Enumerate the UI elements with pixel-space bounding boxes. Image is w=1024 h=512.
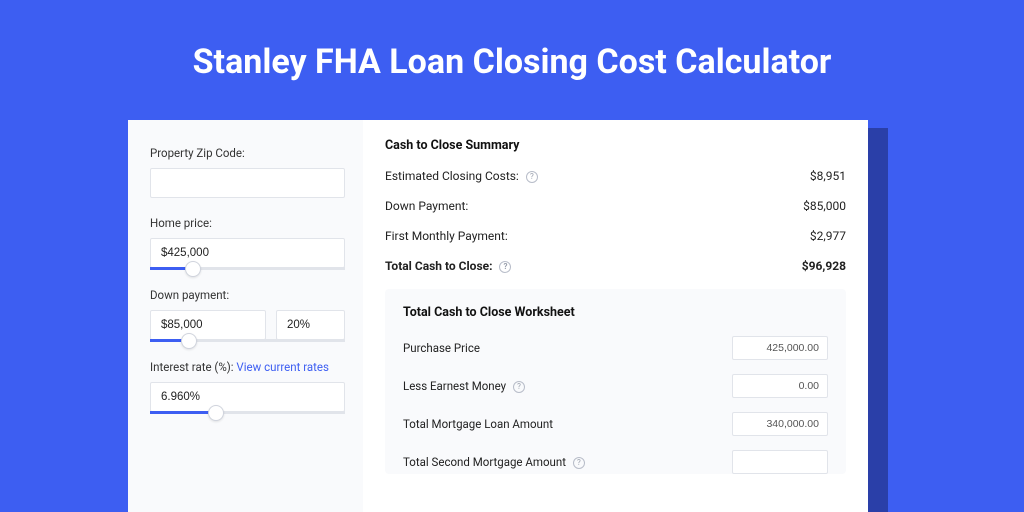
summary-label: Down Payment: (385, 199, 468, 213)
view-rates-link[interactable]: View current rates (236, 360, 329, 374)
zip-group: Property Zip Code: (150, 146, 345, 198)
worksheet-label: Total Second Mortgage Amount (403, 455, 566, 469)
summary-value: $85,000 (803, 199, 846, 213)
help-icon[interactable]: ? (513, 381, 525, 393)
home-price-slider-thumb[interactable] (185, 261, 201, 277)
worksheet-input[interactable] (732, 450, 828, 474)
summary-row: Down Payment: $85,000 (385, 199, 846, 213)
worksheet-row: Less Earnest Money ? (403, 374, 828, 398)
down-payment-slider-thumb[interactable] (181, 333, 197, 349)
summary-value: $96,928 (802, 259, 846, 273)
summary-value: $2,977 (810, 229, 846, 243)
worksheet-label: Purchase Price (403, 341, 480, 355)
interest-input[interactable] (150, 382, 345, 412)
page-title: Stanley FHA Loan Closing Cost Calculator (0, 0, 1024, 110)
worksheet-label: Total Mortgage Loan Amount (403, 417, 553, 431)
worksheet-row: Purchase Price (403, 336, 828, 360)
main-panel: Cash to Close Summary Estimated Closing … (363, 120, 868, 512)
home-price-label: Home price: (150, 216, 345, 230)
inputs-sidebar: Property Zip Code: Home price: Down paym… (128, 120, 363, 512)
home-price-slider[interactable] (150, 267, 345, 270)
summary-label: First Monthly Payment: (385, 229, 508, 243)
help-icon[interactable]: ? (526, 171, 538, 183)
calculator-card: Property Zip Code: Home price: Down paym… (128, 120, 868, 512)
down-payment-slider[interactable] (150, 339, 345, 342)
interest-label: Interest rate (%): View current rates (150, 360, 345, 374)
interest-slider-fill (150, 411, 216, 414)
help-icon[interactable]: ? (499, 261, 511, 273)
down-payment-group: Down payment: (150, 288, 345, 342)
zip-label: Property Zip Code: (150, 146, 345, 160)
down-payment-input[interactable] (150, 310, 266, 340)
summary-row: Estimated Closing Costs: ? $8,951 (385, 169, 846, 183)
worksheet-input[interactable] (732, 374, 828, 398)
interest-slider-thumb[interactable] (208, 405, 224, 421)
interest-slider[interactable] (150, 411, 345, 414)
summary-label: Estimated Closing Costs: (385, 169, 519, 183)
zip-input[interactable] (150, 168, 345, 198)
worksheet-input[interactable] (732, 336, 828, 360)
summary-row: First Monthly Payment: $2,977 (385, 229, 846, 243)
summary-title: Cash to Close Summary (385, 138, 846, 153)
summary-value: $8,951 (810, 169, 846, 183)
help-icon[interactable]: ? (573, 457, 585, 469)
worksheet-row: Total Mortgage Loan Amount (403, 412, 828, 436)
worksheet-input[interactable] (732, 412, 828, 436)
summary-row-total: Total Cash to Close: ? $96,928 (385, 259, 846, 273)
down-payment-pct-input[interactable] (276, 310, 345, 340)
interest-label-text: Interest rate (%): (150, 360, 236, 374)
worksheet-row: Total Second Mortgage Amount ? (403, 450, 828, 474)
worksheet-label: Less Earnest Money (403, 379, 506, 393)
worksheet-title: Total Cash to Close Worksheet (403, 305, 828, 320)
home-price-group: Home price: (150, 216, 345, 270)
worksheet-panel: Total Cash to Close Worksheet Purchase P… (385, 289, 846, 474)
summary-label: Total Cash to Close: (385, 259, 492, 273)
interest-group: Interest rate (%): View current rates (150, 360, 345, 414)
down-payment-label: Down payment: (150, 288, 345, 302)
home-price-input[interactable] (150, 238, 345, 268)
